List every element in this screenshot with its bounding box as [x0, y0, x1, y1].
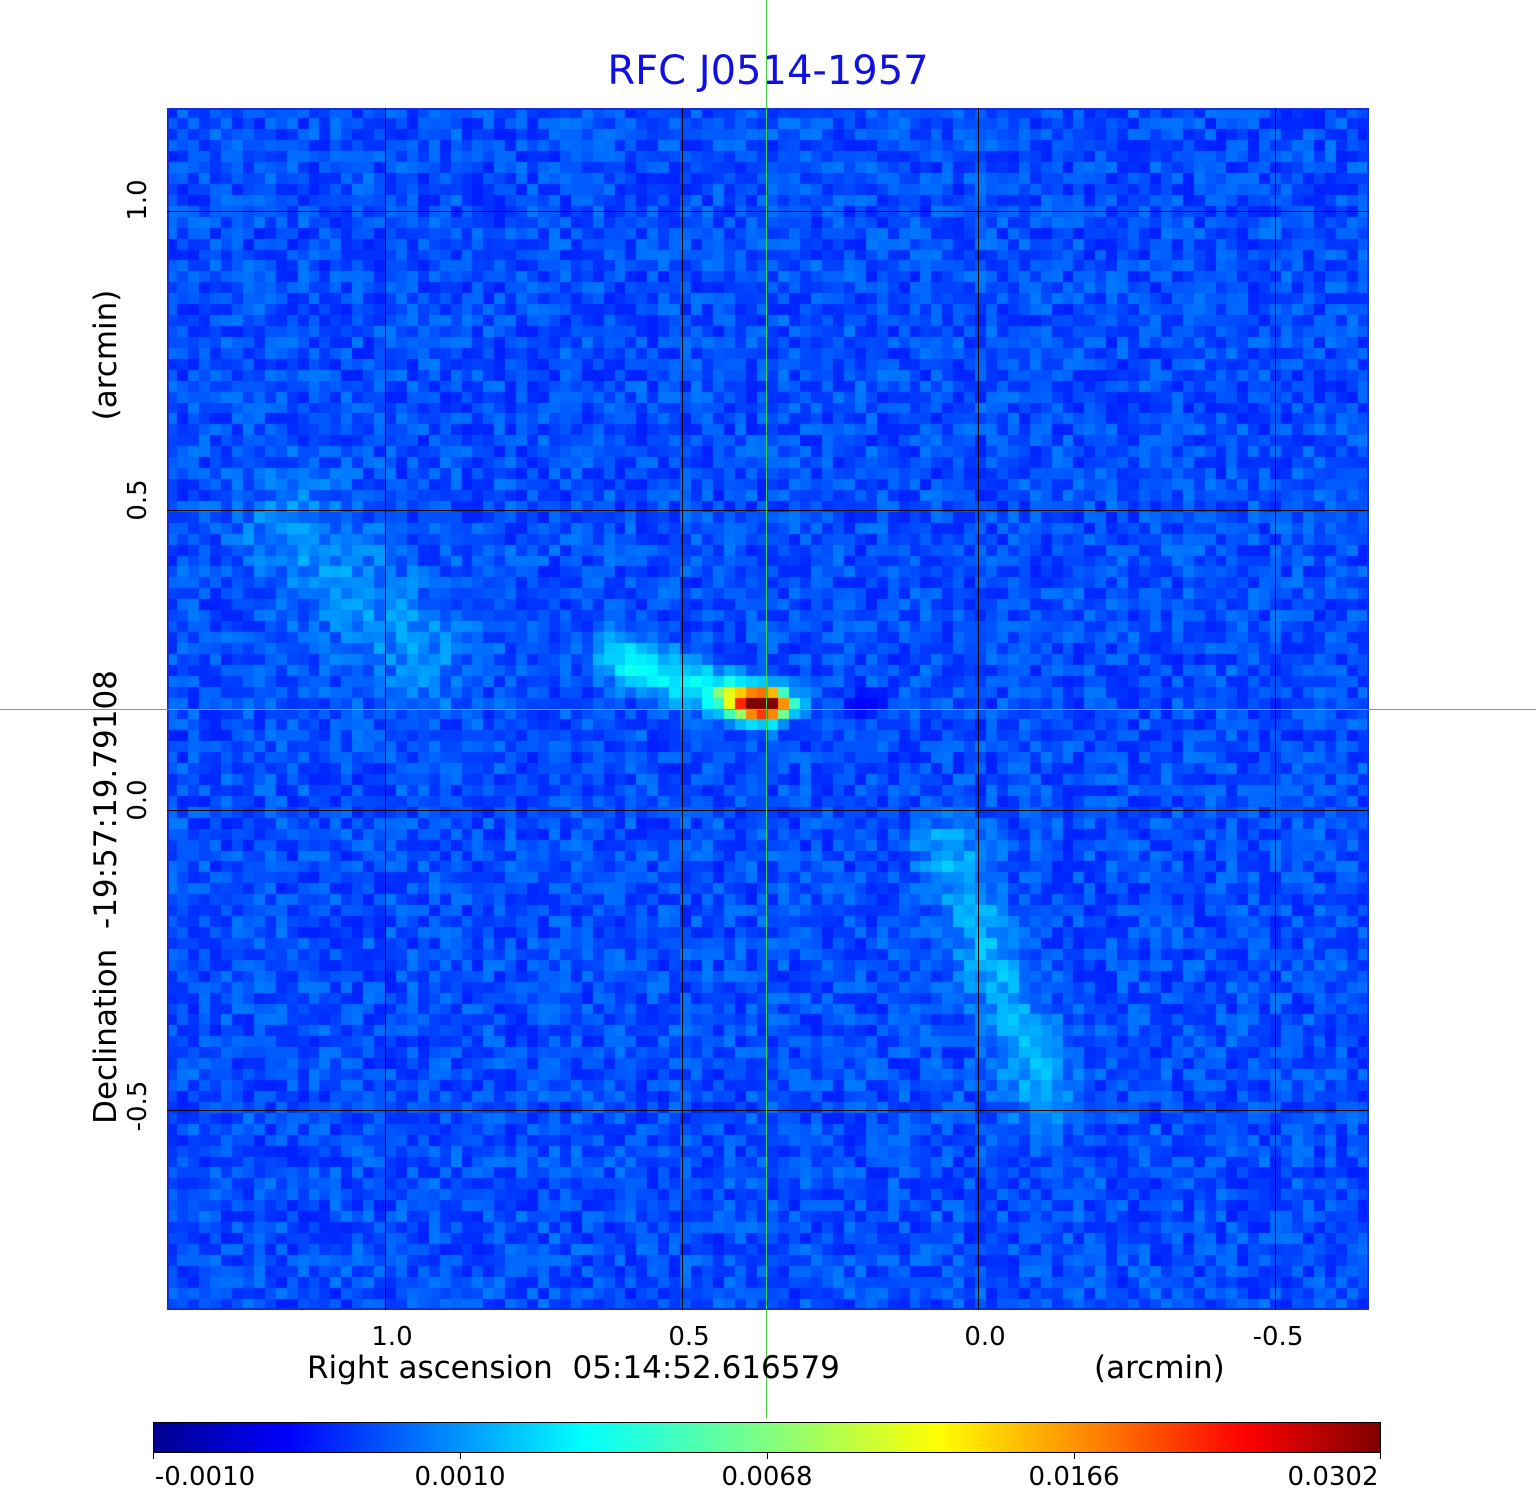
y-axis-label: Declination -19:57:19.79108 — [88, 670, 124, 1124]
grid-line-y — [167, 1110, 1369, 1111]
x-tick-label: -0.5 — [1252, 1322, 1304, 1352]
colorbar-tick — [153, 1453, 154, 1459]
colorbar-label: 0.0302 — [1287, 1462, 1379, 1492]
grid-line-y — [167, 810, 1369, 811]
colorbar-tick — [1380, 1453, 1381, 1459]
grid-line-y — [167, 510, 1369, 511]
grid-line-y — [167, 211, 1369, 212]
y-axis-unit: (arcmin) — [88, 289, 124, 421]
x-axis-label: Right ascension 05:14:52.616579 — [307, 1350, 840, 1386]
colorbar-label: -0.0010 — [154, 1462, 256, 1492]
colorbar — [153, 1422, 1381, 1453]
x-tick-label: 0.5 — [668, 1322, 710, 1352]
x-tick-label: 1.0 — [371, 1322, 413, 1352]
colorbar-tick — [767, 1453, 768, 1459]
y-tick-label: -0.5 — [123, 1080, 153, 1132]
y-tick-label: 1.0 — [123, 179, 153, 221]
y-tick-label: 0.5 — [123, 479, 153, 521]
colorbar-label: 0.0068 — [721, 1462, 813, 1492]
y-tick-label: 0.0 — [123, 779, 153, 821]
colorbar-label: 0.0166 — [1028, 1462, 1120, 1492]
crosshair-horizontal — [0, 709, 1536, 710]
chart-title: RFC J0514-1957 — [607, 48, 929, 94]
colorbar-tick — [460, 1453, 461, 1459]
colorbar-tick — [1074, 1453, 1075, 1459]
colorbar-label: 0.0010 — [414, 1462, 506, 1492]
x-tick-label: 0.0 — [964, 1322, 1006, 1352]
x-axis-unit: (arcmin) — [1094, 1350, 1225, 1386]
